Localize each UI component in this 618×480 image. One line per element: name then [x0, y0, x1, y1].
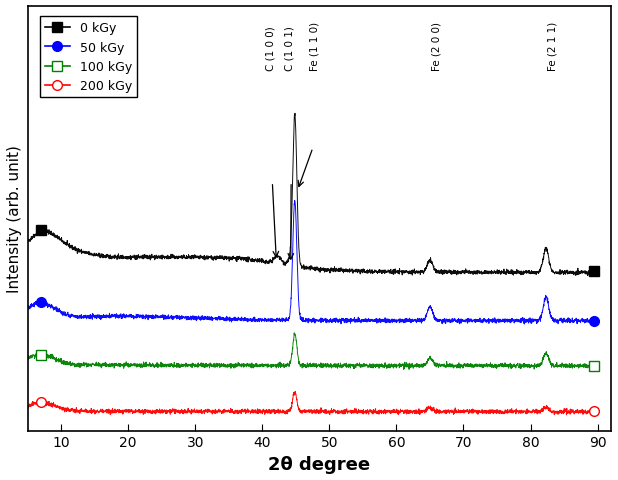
Text: C (1 0 1): C (1 0 1)	[285, 26, 295, 71]
Text: Fe (2 1 1): Fe (2 1 1)	[548, 22, 557, 71]
Text: Fe (1 1 0): Fe (1 1 0)	[310, 22, 320, 71]
Text: Fe (2 0 0): Fe (2 0 0)	[431, 22, 442, 71]
Y-axis label: Intensity (arb. unit): Intensity (arb. unit)	[7, 145, 22, 293]
X-axis label: 2θ degree: 2θ degree	[268, 455, 370, 473]
Text: C (1 0 0): C (1 0 0)	[266, 26, 276, 71]
Legend: 0 kGy, 50 kGy, 100 kGy, 200 kGy: 0 kGy, 50 kGy, 100 kGy, 200 kGy	[40, 17, 137, 98]
